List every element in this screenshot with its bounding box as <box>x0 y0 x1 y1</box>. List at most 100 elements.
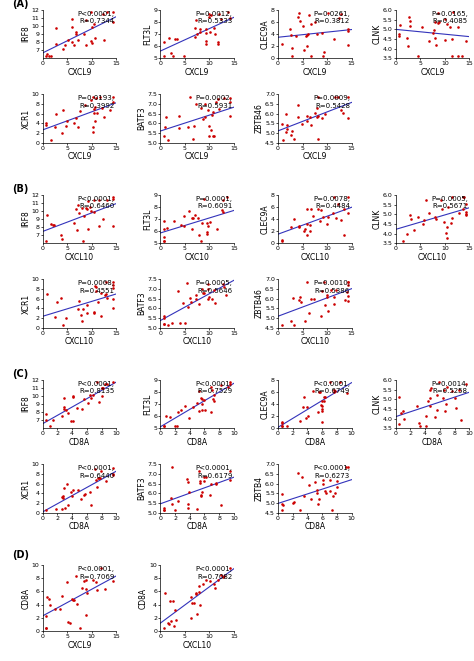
Point <box>331 34 338 44</box>
Point <box>109 91 116 102</box>
Point <box>311 17 319 28</box>
Point <box>44 210 51 221</box>
Point <box>343 287 351 297</box>
X-axis label: CXCL9: CXCL9 <box>67 641 91 650</box>
Point <box>318 401 325 411</box>
Point <box>58 411 65 422</box>
Point <box>196 385 203 396</box>
Point <box>164 617 172 628</box>
Point <box>410 225 418 235</box>
Point <box>78 315 86 326</box>
Point <box>185 487 193 498</box>
Point <box>43 623 50 633</box>
Point <box>422 194 430 205</box>
Point <box>317 205 324 215</box>
Point <box>344 276 352 287</box>
Point <box>83 204 91 214</box>
Point <box>190 402 197 412</box>
Point <box>177 318 184 329</box>
Point <box>192 588 200 599</box>
Point <box>401 414 408 424</box>
Point <box>60 493 67 504</box>
Point <box>210 396 218 407</box>
Text: P=0.0193,
R=0.3992: P=0.0193, R=0.3992 <box>78 95 115 109</box>
Point <box>448 34 456 44</box>
Point <box>307 50 315 61</box>
Point <box>109 469 116 480</box>
Point <box>69 595 77 605</box>
Point <box>82 575 90 586</box>
Point <box>459 204 466 214</box>
Point <box>73 204 80 214</box>
Point <box>164 135 172 145</box>
Point <box>220 571 228 582</box>
Point <box>81 211 88 221</box>
Point <box>175 123 183 134</box>
Point <box>90 107 98 118</box>
Point <box>69 416 77 426</box>
Point <box>103 293 111 303</box>
Point <box>307 120 315 130</box>
Point <box>426 36 433 47</box>
Point <box>48 219 55 229</box>
Point <box>98 311 105 321</box>
Point <box>87 500 95 510</box>
Point <box>433 214 440 225</box>
Y-axis label: XCR1: XCR1 <box>21 293 30 313</box>
Point <box>187 592 195 602</box>
Point <box>318 406 326 416</box>
Point <box>63 405 70 416</box>
Text: P<0.0001,
R=0.7529: P<0.0001, R=0.7529 <box>195 381 232 395</box>
Point <box>194 213 202 223</box>
X-axis label: CXCL9: CXCL9 <box>67 152 91 161</box>
Point <box>398 408 405 418</box>
Point <box>70 485 77 495</box>
Point <box>91 33 99 44</box>
Point <box>308 293 315 304</box>
Point <box>290 498 297 508</box>
Point <box>206 490 214 500</box>
Point <box>189 212 197 223</box>
Point <box>81 28 88 39</box>
Point <box>433 405 440 415</box>
Point <box>333 482 341 492</box>
Point <box>287 30 294 40</box>
Point <box>101 584 109 594</box>
Point <box>63 576 71 587</box>
Point <box>109 276 116 287</box>
Point <box>59 491 67 502</box>
Point <box>279 135 287 145</box>
Point <box>396 392 403 403</box>
Point <box>322 487 330 498</box>
Point <box>299 402 307 412</box>
Point <box>64 408 72 418</box>
Point <box>280 499 287 510</box>
Point <box>53 109 60 120</box>
Point <box>303 41 311 52</box>
Point <box>210 106 217 117</box>
Point <box>437 194 445 205</box>
Point <box>202 575 210 586</box>
Point <box>203 227 211 237</box>
Point <box>331 386 338 397</box>
Point <box>451 393 458 403</box>
Point <box>209 131 217 141</box>
Point <box>186 91 194 102</box>
Text: P=0.0001,
R=0.6091: P=0.0001, R=0.6091 <box>195 196 232 210</box>
Point <box>168 47 175 58</box>
Point <box>90 127 97 137</box>
Point <box>287 221 294 232</box>
Point <box>191 210 199 221</box>
Point <box>306 112 314 122</box>
Y-axis label: ZBTB46: ZBTB46 <box>255 289 264 319</box>
Point <box>49 220 56 231</box>
Point <box>206 292 213 302</box>
Point <box>51 603 59 614</box>
Point <box>180 298 187 309</box>
Y-axis label: XCR1: XCR1 <box>21 479 30 498</box>
Point <box>320 391 328 402</box>
Point <box>435 17 443 27</box>
Point <box>196 475 203 486</box>
Point <box>198 405 206 416</box>
X-axis label: CXCL9: CXCL9 <box>67 68 91 77</box>
